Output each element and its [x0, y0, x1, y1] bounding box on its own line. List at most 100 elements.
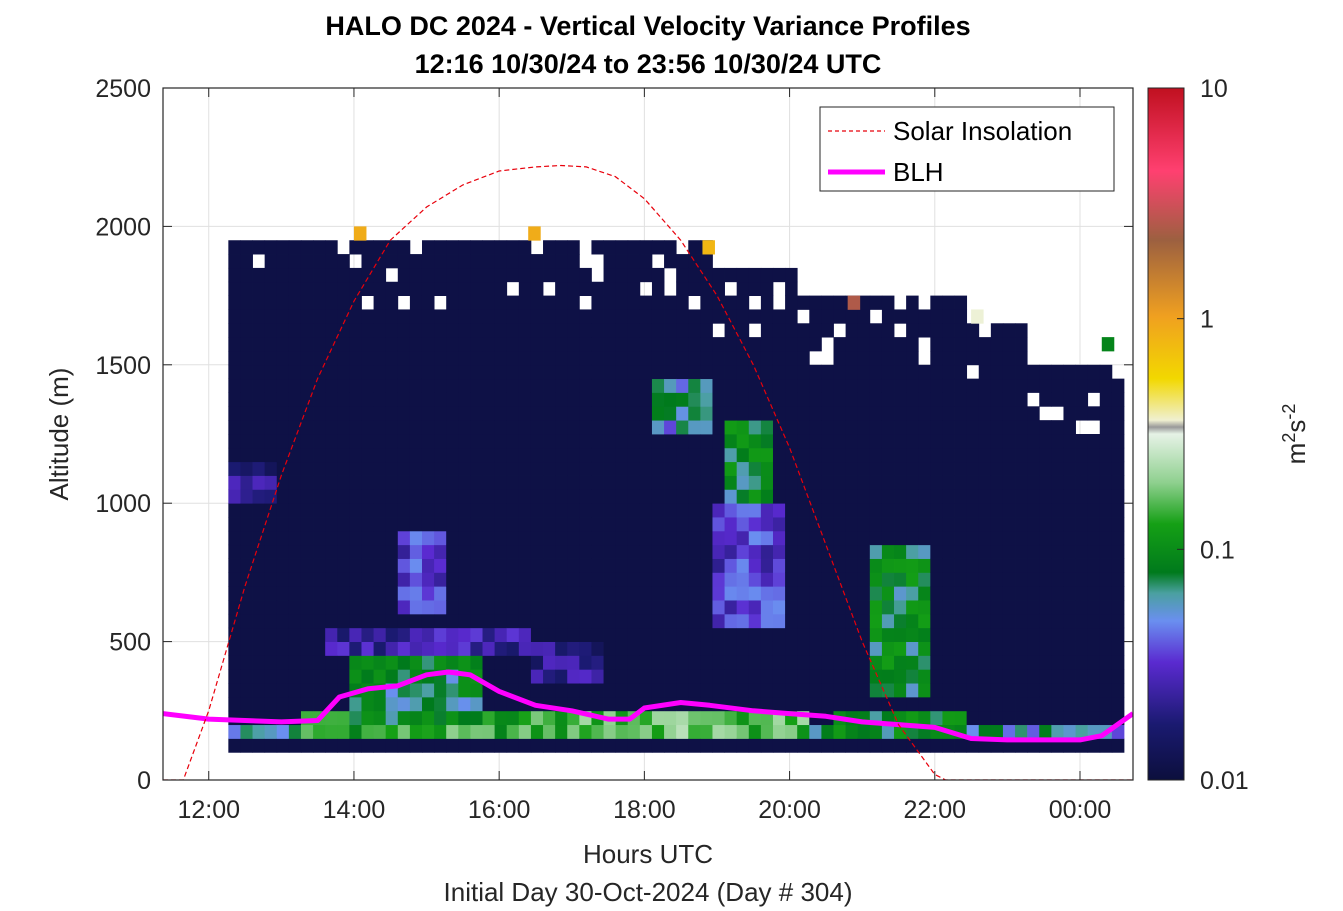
heatmap-cell	[797, 696, 810, 712]
heatmap-cell	[361, 489, 374, 504]
heatmap-cell	[494, 350, 508, 366]
heatmap-cell	[664, 254, 677, 269]
heatmap-cell	[421, 738, 435, 753]
heatmap-cell	[797, 350, 810, 366]
heatmap-cell	[651, 613, 665, 629]
heatmap-cell	[530, 669, 544, 684]
heatmap-cell	[482, 544, 496, 559]
heatmap-cell	[1111, 655, 1125, 670]
heatmap-cell	[421, 350, 435, 366]
heatmap-cell	[954, 434, 968, 449]
heatmap-cell	[543, 240, 556, 255]
heatmap-cell	[797, 586, 810, 601]
heatmap-cell	[518, 392, 532, 407]
heatmap-cell	[349, 461, 362, 476]
heatmap-cell	[712, 655, 725, 670]
heatmap-cell	[627, 392, 641, 407]
heatmap-cell	[530, 323, 544, 338]
heatmap-cell	[349, 738, 362, 753]
heatmap-cell	[264, 434, 278, 449]
heatmap-cell	[385, 281, 399, 296]
heatmap-cell	[954, 406, 968, 421]
heatmap-cell	[1015, 517, 1028, 532]
heatmap-cell	[809, 434, 822, 449]
heatmap-cell	[458, 655, 471, 670]
heatmap-cell	[397, 406, 411, 421]
heatmap-cell	[361, 475, 374, 490]
heatmap-cell	[240, 475, 253, 490]
heatmap-cell	[337, 309, 350, 324]
heatmap-cell	[821, 738, 834, 753]
heatmap-cell	[966, 696, 980, 712]
heatmap-cell	[990, 406, 1004, 421]
heatmap-cell	[760, 738, 774, 753]
heatmap-cell	[313, 641, 326, 656]
heatmap-cell	[518, 323, 532, 338]
heatmap-cell	[337, 503, 350, 518]
heatmap-cell	[252, 669, 266, 684]
heatmap-cell	[651, 600, 665, 615]
heatmap-cell	[409, 489, 423, 504]
heatmap-cell	[458, 447, 471, 463]
heatmap-cell	[797, 558, 810, 573]
heatmap-cell	[397, 613, 411, 629]
heatmap-cell	[615, 309, 629, 324]
heatmap-cell	[385, 627, 399, 642]
heatmap-cell	[228, 295, 241, 310]
heatmap-cell	[458, 517, 471, 532]
heatmap-cell	[1087, 434, 1101, 449]
heatmap-cell	[1039, 669, 1052, 684]
heatmap-cell	[409, 323, 423, 338]
heatmap-cell	[639, 489, 653, 504]
heatmap-cell	[676, 475, 689, 490]
heatmap-cell	[809, 309, 822, 324]
heatmap-cell	[857, 434, 871, 449]
heatmap-cell	[385, 378, 399, 393]
heatmap-cell	[712, 447, 725, 463]
heatmap-cell	[639, 544, 653, 559]
heatmap-cell	[567, 517, 580, 532]
heatmap-cell	[688, 586, 701, 601]
heatmap-cell	[518, 517, 532, 532]
heatmap-cell	[300, 655, 314, 670]
heatmap-cell	[639, 364, 653, 380]
heatmap-cell	[772, 364, 786, 380]
heatmap-cell	[627, 420, 641, 435]
heatmap-cell	[276, 461, 290, 476]
heatmap-cell	[664, 489, 677, 504]
heatmap-cell	[446, 738, 459, 753]
heatmap-cell	[591, 655, 604, 670]
heatmap-cell	[276, 323, 290, 338]
heatmap-cell	[458, 613, 471, 629]
heatmap-cell	[785, 281, 798, 296]
heatmap-cell	[506, 434, 520, 449]
heatmap-cell	[543, 337, 556, 352]
heatmap-cell	[664, 738, 677, 753]
heatmap-cell	[833, 350, 847, 366]
heatmap-cell	[833, 420, 847, 435]
heatmap-cell	[228, 683, 241, 698]
heatmap-cell	[373, 323, 387, 338]
heatmap-cell	[313, 406, 326, 421]
heatmap-cell	[252, 434, 266, 449]
heatmap-cell	[421, 530, 435, 546]
heatmap-cell	[1015, 337, 1028, 352]
heatmap-cell	[869, 420, 883, 435]
heatmap-cell	[1051, 558, 1064, 573]
heatmap-cell	[1111, 406, 1125, 421]
heatmap-cell	[760, 309, 774, 324]
heatmap-cell	[857, 378, 871, 393]
heatmap-cell	[797, 475, 810, 490]
heatmap-cell	[833, 655, 847, 670]
heatmap-cell	[821, 586, 834, 601]
heatmap-cell	[543, 710, 556, 726]
heatmap-cell	[845, 350, 859, 366]
heatmap-cell	[615, 558, 629, 573]
heatmap-cell	[833, 530, 847, 546]
heatmap-cell	[264, 267, 278, 283]
heatmap-cell	[434, 655, 447, 670]
heatmap-cell	[942, 406, 955, 421]
heatmap-cell	[869, 406, 883, 421]
heatmap-cell	[337, 295, 350, 310]
heatmap-cell	[470, 738, 483, 753]
